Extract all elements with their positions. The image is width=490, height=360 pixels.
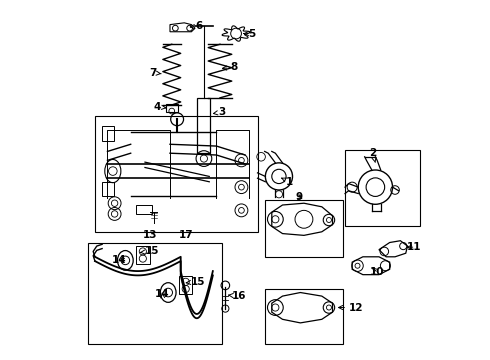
Text: 10: 10 xyxy=(370,267,385,277)
Text: 4: 4 xyxy=(154,102,166,112)
Text: 13: 13 xyxy=(143,230,158,240)
Text: 2: 2 xyxy=(369,148,376,162)
Text: 3: 3 xyxy=(214,107,225,117)
Bar xyxy=(88,243,222,344)
Bar xyxy=(265,289,343,344)
Bar xyxy=(136,246,149,264)
Text: 6: 6 xyxy=(190,21,202,31)
Bar xyxy=(345,150,420,226)
Text: 15: 15 xyxy=(186,277,205,287)
Bar xyxy=(102,182,114,196)
Text: 14: 14 xyxy=(112,255,127,265)
Text: 14: 14 xyxy=(155,289,170,299)
Text: 7: 7 xyxy=(149,68,161,78)
Bar xyxy=(197,98,210,153)
Bar xyxy=(102,126,114,141)
Text: 9: 9 xyxy=(295,192,302,202)
Text: 11: 11 xyxy=(407,242,421,252)
Bar xyxy=(179,276,193,294)
Bar xyxy=(265,200,343,257)
Bar xyxy=(166,104,178,112)
Text: 8: 8 xyxy=(222,63,238,72)
Text: 17: 17 xyxy=(179,230,194,240)
Bar xyxy=(136,205,152,214)
Bar xyxy=(95,116,258,232)
Text: 16: 16 xyxy=(229,291,246,301)
Text: 15: 15 xyxy=(141,247,159,256)
Text: 1: 1 xyxy=(282,177,294,187)
Text: 5: 5 xyxy=(244,28,256,39)
Text: 12: 12 xyxy=(339,302,363,312)
